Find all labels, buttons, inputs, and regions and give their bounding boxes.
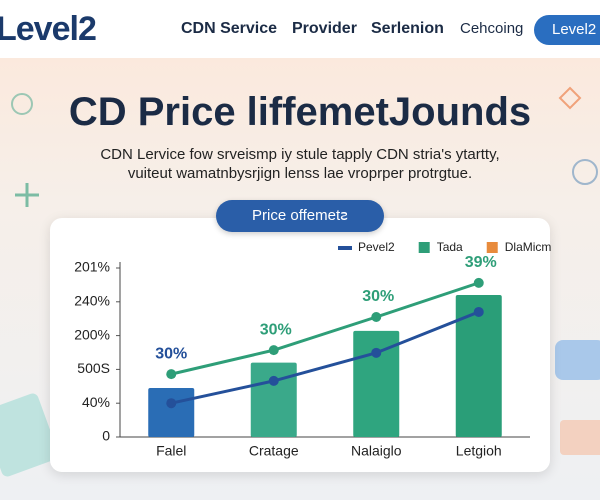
hero-subtitle: CDN Lervice fow srveismp iy stule tapply… xyxy=(100,146,500,163)
line xyxy=(170,310,480,405)
header: Level2 CDN Service Provider Serlenion Ce… xyxy=(0,0,600,58)
x-tick-label: Letgioh xyxy=(456,443,502,459)
marker xyxy=(473,277,484,288)
nav-link[interactable]: Serlenion xyxy=(371,20,444,37)
calculator xyxy=(0,393,59,477)
y-tick-label: 500S xyxy=(77,360,110,376)
marker xyxy=(166,398,177,409)
legend-label: DlaMicm xyxy=(505,240,552,254)
bar xyxy=(250,362,297,437)
logo[interactable]: Level2 xyxy=(0,10,97,48)
header-button[interactable]: Level2 xyxy=(534,15,600,45)
x-tick-label: Nalaiglo xyxy=(351,443,402,459)
icon xyxy=(572,159,598,185)
nav-link[interactable]: Cehcoing xyxy=(460,20,524,37)
hero-title: CD Price liffemetJounds xyxy=(68,90,532,134)
icon xyxy=(558,86,582,110)
icon xyxy=(15,183,39,207)
legend-swatch xyxy=(418,242,430,253)
annotation: 30% xyxy=(362,288,394,305)
nav-link[interactable]: CDN Service xyxy=(181,20,278,37)
bar xyxy=(455,295,502,437)
hero-subtitle: vuiteut wamatnbysrjign lenss lae vroprpe… xyxy=(127,165,473,182)
legend-swatch xyxy=(486,242,498,253)
marker xyxy=(371,312,382,323)
line xyxy=(170,281,480,376)
nav-link[interactable]: Provider xyxy=(292,20,357,37)
annotation: 39% xyxy=(465,254,497,271)
marker xyxy=(268,345,279,356)
books xyxy=(560,420,600,455)
legend-label: Pevel2 xyxy=(358,240,395,254)
device xyxy=(555,340,600,380)
y-tick-label: 0 xyxy=(102,428,110,444)
marker xyxy=(268,375,279,386)
y-tick-label: 40% xyxy=(82,394,110,410)
icon xyxy=(11,93,33,115)
hero-button[interactable]: Price offemetꙅ xyxy=(216,200,384,232)
x-tick-label: Falel xyxy=(156,443,186,459)
y-tick-label: 201% xyxy=(74,259,110,275)
x-tick-label: Cratage xyxy=(249,443,299,459)
bar xyxy=(148,387,195,437)
y-tick-label: 200% xyxy=(74,326,110,342)
y-tick-label: 240% xyxy=(74,293,110,309)
marker xyxy=(166,369,177,380)
annotation: 30% xyxy=(155,345,187,362)
legend-label: Tada xyxy=(437,240,463,254)
marker xyxy=(473,306,484,317)
annotation: 30% xyxy=(260,321,292,338)
marker xyxy=(371,347,382,358)
